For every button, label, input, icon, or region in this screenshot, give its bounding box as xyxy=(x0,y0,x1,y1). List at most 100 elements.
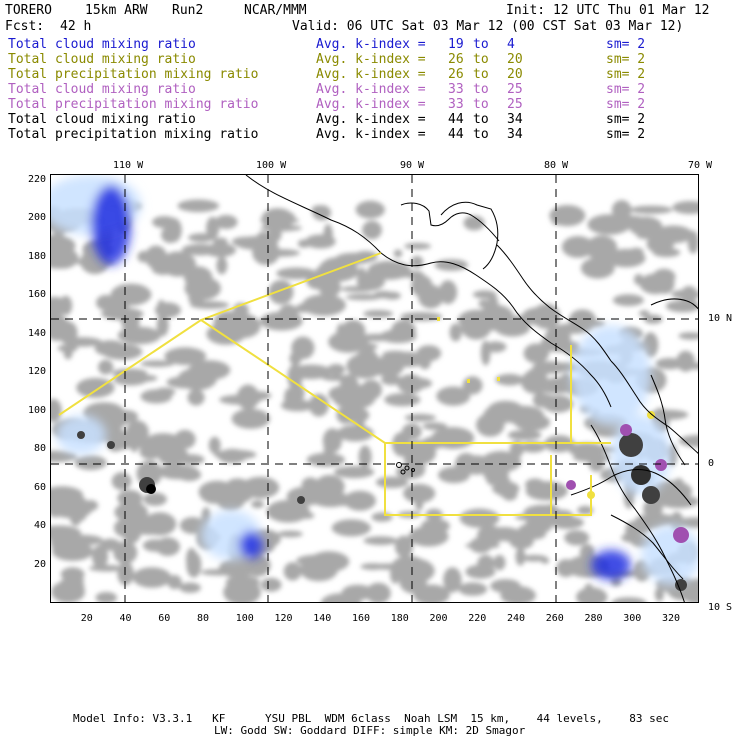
y-tick-label: 80 xyxy=(33,443,46,455)
cloud-patch xyxy=(309,393,329,417)
convective-cell xyxy=(77,431,85,439)
cloud-patch xyxy=(400,312,443,322)
legend-field: Total cloud mixing ratio xyxy=(8,112,196,127)
cloud-patch xyxy=(340,374,359,394)
legend-smoothing: sm= 2 xyxy=(606,82,646,97)
cloud-patch xyxy=(375,476,409,488)
cloud-patch xyxy=(51,525,82,540)
boundary-mark-3 xyxy=(497,377,500,381)
cloud-patch xyxy=(179,517,206,534)
cloud-patch xyxy=(363,536,398,546)
cloud-patch xyxy=(657,495,698,509)
boundary-line-central xyxy=(200,319,572,444)
cloud-patch xyxy=(52,541,94,561)
cloud-patch xyxy=(132,567,172,588)
legend-to-word: to xyxy=(473,37,489,52)
cloud-patch xyxy=(231,236,260,247)
cloud-patch xyxy=(655,358,684,370)
cloud-patch xyxy=(449,323,462,342)
init-time: Init: 12 UTC Thu 01 Mar 12 xyxy=(506,3,710,18)
legend-kindex-to: 4 xyxy=(507,37,515,52)
venezuela-coast xyxy=(650,298,698,310)
cloud-patch xyxy=(665,300,698,313)
cloud-patch xyxy=(392,432,411,457)
cloud-patch xyxy=(401,377,433,389)
cloud-patch xyxy=(495,373,524,386)
cloud-patch xyxy=(418,284,444,309)
cloud-patch xyxy=(678,332,698,340)
legend-to-word: to xyxy=(473,82,489,97)
cloud-patch xyxy=(579,543,595,561)
cloud-patch xyxy=(156,299,166,320)
cloud-water-region xyxy=(641,525,698,585)
cloud-patch xyxy=(515,547,526,566)
cloud-patch xyxy=(509,441,524,458)
lon-label-110w: 110 W xyxy=(113,160,144,171)
cloud-patch xyxy=(469,537,492,554)
cloud-patch xyxy=(74,455,107,471)
cloud-patch xyxy=(333,391,372,402)
cloud-patch xyxy=(51,248,72,269)
cloud-patch xyxy=(295,303,312,313)
convective-cell xyxy=(631,465,651,485)
cloud-patch xyxy=(266,500,310,523)
cloud-patch xyxy=(633,515,653,534)
cloud-patch xyxy=(123,499,144,517)
x-tick-label: 320 xyxy=(661,613,680,624)
cloud-patch xyxy=(276,267,317,280)
cloud-patch xyxy=(268,280,294,305)
cloud-patch xyxy=(414,491,424,511)
legend-to-word: to xyxy=(473,67,489,82)
convective-cell xyxy=(619,433,643,457)
cloud-patch xyxy=(357,267,367,292)
region-boundaries xyxy=(58,252,611,516)
cloud-patch xyxy=(177,199,220,213)
coastlines xyxy=(245,175,698,602)
legend-kindex-to: 20 xyxy=(507,52,523,67)
cloud-patch xyxy=(139,444,162,460)
cloud-patch xyxy=(291,336,315,360)
y-tick-label: 60 xyxy=(33,481,46,493)
cloud-patch xyxy=(480,340,491,366)
cloud-patch xyxy=(63,343,73,360)
cloud-patch xyxy=(63,337,102,347)
cloud-patch xyxy=(117,561,134,586)
boundary-box-equatorial xyxy=(384,443,552,516)
legend-kindex-from: 26 xyxy=(448,52,464,67)
model-resolution: 15km ARW xyxy=(85,3,148,18)
cloud-patch xyxy=(642,332,659,358)
footer-model-info: Model Info: V3.3.1 KF YSU PBL WDM 6class… xyxy=(73,712,670,725)
cloud-patch xyxy=(458,582,488,596)
cloud-patch xyxy=(51,486,84,504)
cloud-patch xyxy=(438,466,470,484)
x-tick-label: 60 xyxy=(158,613,171,624)
cloud-patch xyxy=(676,350,695,372)
cloud-patch xyxy=(639,310,650,317)
legend-kindex-label: Avg. k-index = xyxy=(316,82,434,97)
x-tick-label: 140 xyxy=(313,613,332,624)
cloud-patch xyxy=(586,242,613,256)
south-america-coast xyxy=(590,424,685,602)
legend-field: Total cloud mixing ratio xyxy=(8,37,196,52)
y-tick-label: 180 xyxy=(27,250,46,262)
cloud-patch xyxy=(407,270,425,280)
cloud-patch xyxy=(611,200,632,220)
central-america-caribbean-coast xyxy=(496,244,612,362)
cloud-patch xyxy=(431,427,475,449)
convective-cell xyxy=(620,424,632,436)
organization: NCAR/MMM xyxy=(244,3,307,18)
cloud-patch xyxy=(500,586,536,602)
cloud-patch xyxy=(674,478,684,488)
cloud-patch xyxy=(51,296,69,316)
legend-smoothing: sm= 2 xyxy=(606,67,646,82)
cloud-patch xyxy=(315,262,359,282)
legend-kindex-label: Avg. k-index = xyxy=(316,97,434,112)
cloud-patch xyxy=(400,324,416,332)
convective-cell xyxy=(146,484,156,494)
cloud-patch xyxy=(140,360,174,367)
legend-kindex-from: 33 xyxy=(448,97,464,112)
cloud-patch xyxy=(383,291,401,300)
legend-kindex-from: 33 xyxy=(448,82,464,97)
cloud-patch xyxy=(152,216,177,229)
cloud-patch xyxy=(422,422,448,430)
